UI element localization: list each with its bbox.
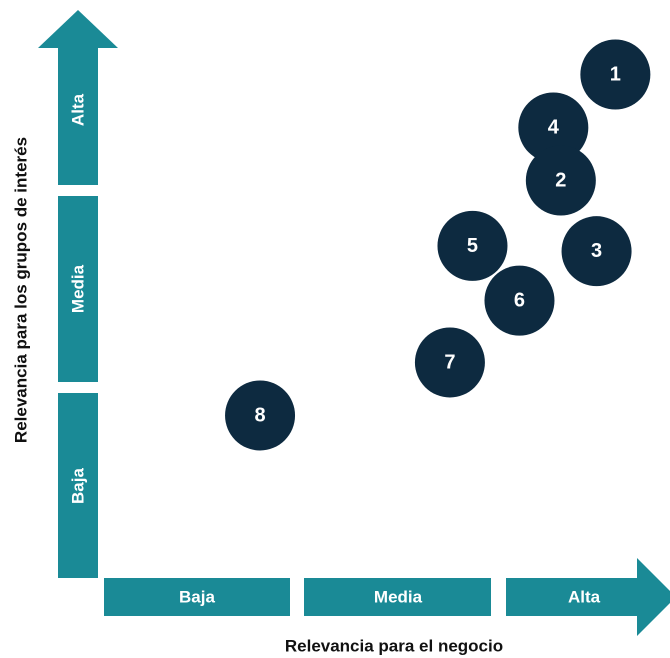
bubble-1: 1 [580, 39, 651, 110]
bubble-circle-6 [484, 265, 555, 336]
bubble-circle-7 [414, 327, 485, 398]
bubble-7: 7 [414, 327, 485, 398]
bubble-label-5: 5 [467, 235, 478, 257]
bubble-circle-8 [225, 380, 296, 451]
bubble-label-3: 3 [591, 240, 602, 262]
y-axis-title: Relevancia para los grupos de interés [12, 137, 31, 443]
y-axis-label-alta: Alta [69, 93, 88, 126]
bubble-circle-2 [525, 145, 596, 216]
bubble-8: 8 [225, 380, 296, 451]
x-axis-label-baja: Baja [179, 588, 215, 607]
bubble-3: 3 [561, 216, 632, 287]
x-axis-arrowhead [637, 558, 670, 636]
y-axis-arrowhead [38, 10, 118, 48]
bubble-6: 6 [484, 265, 555, 336]
x-axis-segment-baja [104, 578, 290, 616]
bubble-label-7: 7 [444, 351, 455, 373]
bubble-5: 5 [437, 210, 508, 281]
y-axis-label-media: Media [69, 264, 88, 313]
bubble-label-2: 2 [555, 170, 566, 192]
x-axis-label-alta: Alta [568, 588, 601, 607]
y-axis-label-baja: Baja [69, 468, 88, 504]
x-axis-segment-media [304, 578, 491, 616]
bubble-circle-4 [518, 92, 589, 163]
y-axis-segment-media [58, 196, 98, 382]
y-axis: Baja Media Alta [38, 10, 118, 578]
bubble-circle-1 [580, 39, 651, 110]
x-axis: Baja Media Alta [104, 558, 670, 636]
bubble-label-8: 8 [254, 404, 265, 426]
bubble-4: 4 [518, 92, 589, 163]
y-axis-segment-baja [58, 393, 98, 578]
x-axis-label-media: Media [374, 588, 423, 607]
bubble-circle-3 [561, 216, 632, 287]
x-axis-title: Relevancia para el negocio [285, 637, 503, 656]
bubble-label-1: 1 [610, 64, 621, 86]
y-axis-segment-alta [58, 48, 98, 185]
bubble-label-4: 4 [548, 117, 560, 139]
bubble-label-6: 6 [514, 290, 525, 312]
x-axis-segment-alta [506, 578, 637, 616]
bubble-2: 2 [525, 145, 596, 216]
bubbles-layer: 1 4 2 5 3 6 7 8 [225, 39, 651, 451]
bubble-circle-5 [437, 210, 508, 281]
